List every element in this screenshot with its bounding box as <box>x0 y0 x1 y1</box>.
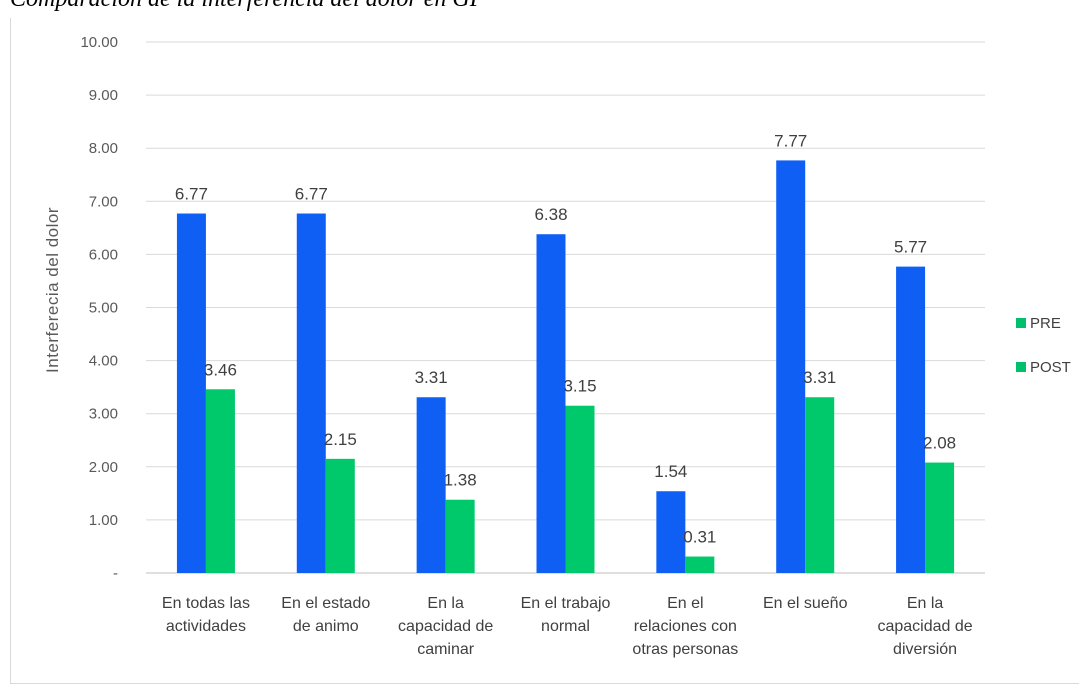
bar-post <box>805 397 835 573</box>
legend-label: PRE <box>1030 315 1061 332</box>
data-label: 6.77 <box>175 185 208 204</box>
y-tick-label: 5.00 <box>89 300 118 317</box>
bar-pre <box>776 160 806 573</box>
x-tick-label: caminar <box>417 641 475 658</box>
data-label: 6.77 <box>295 185 328 204</box>
y-tick-label: 9.00 <box>89 87 118 104</box>
x-tick-label: En el trabajo <box>521 595 611 612</box>
chart-frame <box>10 18 1079 684</box>
y-tick-label: - <box>113 565 118 582</box>
x-tick-label: normal <box>541 618 590 635</box>
bar-post <box>445 499 475 573</box>
x-tick-label: En el estado <box>281 595 370 612</box>
data-label: 3.31 <box>803 368 836 387</box>
x-tick-label: diversión <box>893 641 957 658</box>
bar-post <box>205 389 235 573</box>
data-label: 6.38 <box>534 205 567 224</box>
bar-post <box>685 556 715 573</box>
y-tick-label: 10.00 <box>80 34 118 51</box>
bar-pre <box>656 491 686 573</box>
y-tick-label: 6.00 <box>89 246 118 263</box>
data-label: 3.15 <box>563 377 596 396</box>
data-label: 5.77 <box>894 238 927 257</box>
data-label: 3.46 <box>204 360 237 379</box>
bar-pre <box>296 213 326 573</box>
y-tick-label: 3.00 <box>89 406 118 423</box>
legend-label: POST <box>1030 359 1071 376</box>
y-axis-title: Interferecia del dolor <box>43 207 62 373</box>
x-tick-label: otras personas <box>632 641 738 658</box>
x-tick-label: En el <box>667 595 703 612</box>
bar-pre <box>176 213 206 573</box>
data-label: 1.38 <box>444 471 477 490</box>
bar-pre <box>416 397 446 573</box>
y-tick-label: 2.00 <box>89 459 118 476</box>
x-tick-label: En la <box>907 595 944 612</box>
bar-post <box>325 458 355 573</box>
x-tick-label: capacidad de <box>398 618 493 635</box>
data-label: 3.31 <box>415 368 448 387</box>
y-tick-label: 1.00 <box>89 512 118 529</box>
chart-title: Comparación de la interferencia del dolo… <box>10 0 484 13</box>
x-tick-label: de animo <box>293 618 359 635</box>
bar-post <box>565 405 595 573</box>
x-tick-label: En el sueño <box>763 595 848 612</box>
data-label: 2.15 <box>324 430 357 449</box>
bar-pre <box>896 266 926 573</box>
data-label: 0.31 <box>683 528 716 547</box>
y-tick-label: 7.00 <box>89 193 118 210</box>
legend-swatch <box>1016 318 1026 328</box>
legend-swatch <box>1016 362 1026 372</box>
x-tick-label: actividades <box>166 618 246 635</box>
data-label: 7.77 <box>774 131 807 150</box>
bar-pre <box>536 234 566 574</box>
x-tick-label: En todas las <box>162 595 250 612</box>
y-tick-label: 4.00 <box>89 353 118 370</box>
data-label: 2.08 <box>923 434 956 453</box>
data-label: 1.54 <box>654 462 687 481</box>
bar-post <box>925 462 955 573</box>
x-tick-label: relaciones con <box>634 618 737 635</box>
x-tick-label: capacidad de <box>877 618 972 635</box>
y-tick-label: 8.00 <box>89 140 118 157</box>
x-tick-label: En la <box>427 595 464 612</box>
